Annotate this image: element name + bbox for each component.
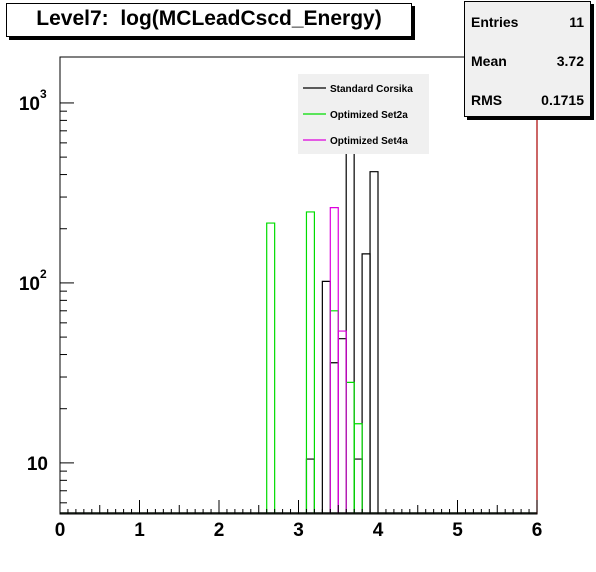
y-tick-exponent: 3: [40, 87, 47, 101]
histogram-bin: [345, 381, 355, 514]
x-tick-label: 2: [214, 520, 225, 541]
x-tick-label: 4: [373, 520, 384, 541]
x-tick-label: 3: [293, 520, 304, 541]
histogram-bin: [305, 458, 315, 514]
stats-rms-value: 0.1715: [541, 92, 584, 108]
histogram-bin: [337, 338, 347, 514]
histogram-bin: [329, 207, 339, 514]
histogram-bin: [321, 280, 331, 514]
histogram-bin: [329, 310, 339, 514]
histogram-bin: [353, 423, 363, 514]
y-tick-label: 10: [19, 274, 40, 295]
legend-entry-label: Optimized Set4a: [330, 136, 408, 147]
stats-box: Entries 11 Mean 3.72 RMS 0.1715: [464, 1, 591, 117]
histogram-bin: [345, 102, 355, 514]
histogram-bin: [329, 362, 339, 514]
histogram-bin: [369, 171, 379, 514]
histogram-bin: [353, 458, 363, 514]
histogram-bin: [305, 211, 315, 514]
histogram-bin: [337, 330, 347, 514]
histogram-bin: [266, 222, 276, 514]
legend-entry-label: Standard Corsika: [330, 84, 413, 95]
x-tick-label: 1: [134, 520, 145, 541]
x-tick-label: 5: [452, 520, 463, 541]
x-tick-label: 6: [532, 520, 543, 541]
stats-mean-value: 3.72: [556, 53, 584, 69]
y-tick-label: 10: [19, 94, 40, 115]
chart-title: Level7: log(MCLeadCscd_Energy): [36, 7, 382, 30]
stats-mean-label: Mean: [471, 53, 507, 69]
y-tick-exponent: 2: [40, 267, 47, 281]
stats-entries-value: 11: [569, 14, 584, 30]
x-tick-label: 0: [55, 520, 66, 541]
stats-rms-label: RMS: [471, 92, 503, 108]
legend: Standard Corsika Optimized Set2a Optimized…: [298, 74, 429, 154]
y-tick-label: 10: [27, 454, 48, 475]
histogram-bin: [361, 253, 371, 514]
title-box: Level7: log(MCLeadCscd_Energy): [6, 3, 412, 37]
stats-entries-label: Entries: [471, 14, 519, 30]
legend-entry-label: Optimized Set2a: [330, 110, 408, 121]
